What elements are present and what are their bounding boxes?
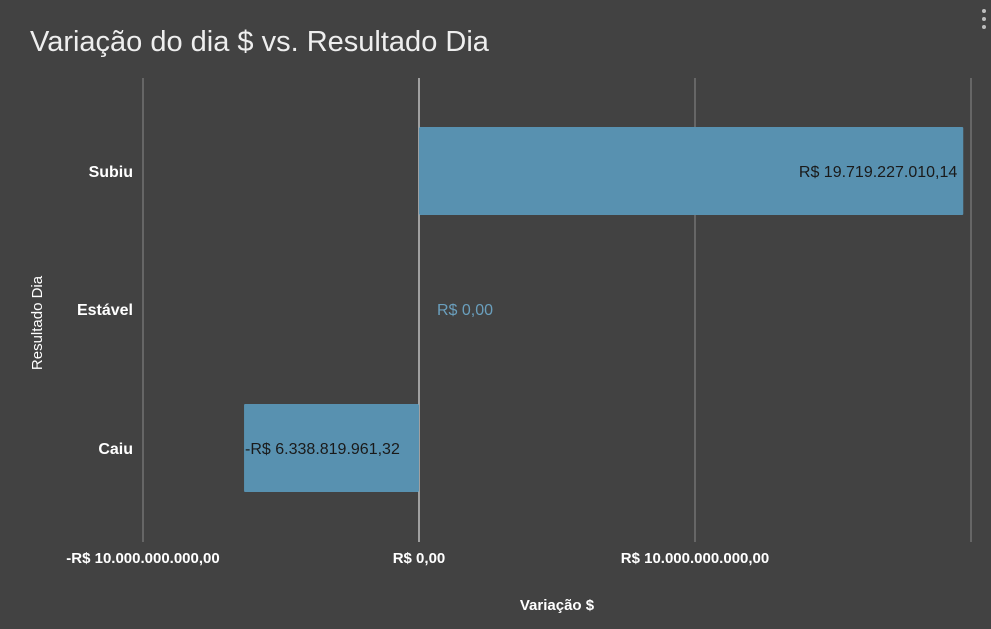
- menu-dot: [982, 9, 986, 13]
- x-tick-label: R$ 10.000.000.000,00: [621, 550, 769, 567]
- label-layer: -R$ 10.000.000.000,00 R$ 0,00 R$ 10.000.00…: [66, 164, 957, 567]
- x-tick-label: -R$ 10.000.000.000,00: [66, 550, 219, 567]
- data-label: -R$ 6.338.819.961,32: [245, 441, 400, 458]
- menu-dot: [982, 17, 986, 21]
- y-axis-title: Resultado Dia: [29, 275, 46, 370]
- bar-layer: [244, 127, 964, 492]
- x-axis-title: Variação $: [520, 597, 595, 614]
- menu-dot: [982, 25, 986, 29]
- chart-title: Variação do dia $ vs. Resultado Dia: [30, 26, 490, 58]
- category-label: Estável: [77, 302, 133, 319]
- data-label: R$ 19.719.227.010,14: [799, 164, 957, 181]
- category-label: Caiu: [98, 441, 133, 458]
- category-label: Subiu: [89, 164, 133, 181]
- data-label: R$ 0,00: [437, 302, 493, 319]
- bar[interactable]: [244, 404, 419, 492]
- more-vert-icon[interactable]: [982, 9, 986, 29]
- bar[interactable]: [419, 127, 964, 215]
- x-tick-label: R$ 0,00: [393, 550, 446, 567]
